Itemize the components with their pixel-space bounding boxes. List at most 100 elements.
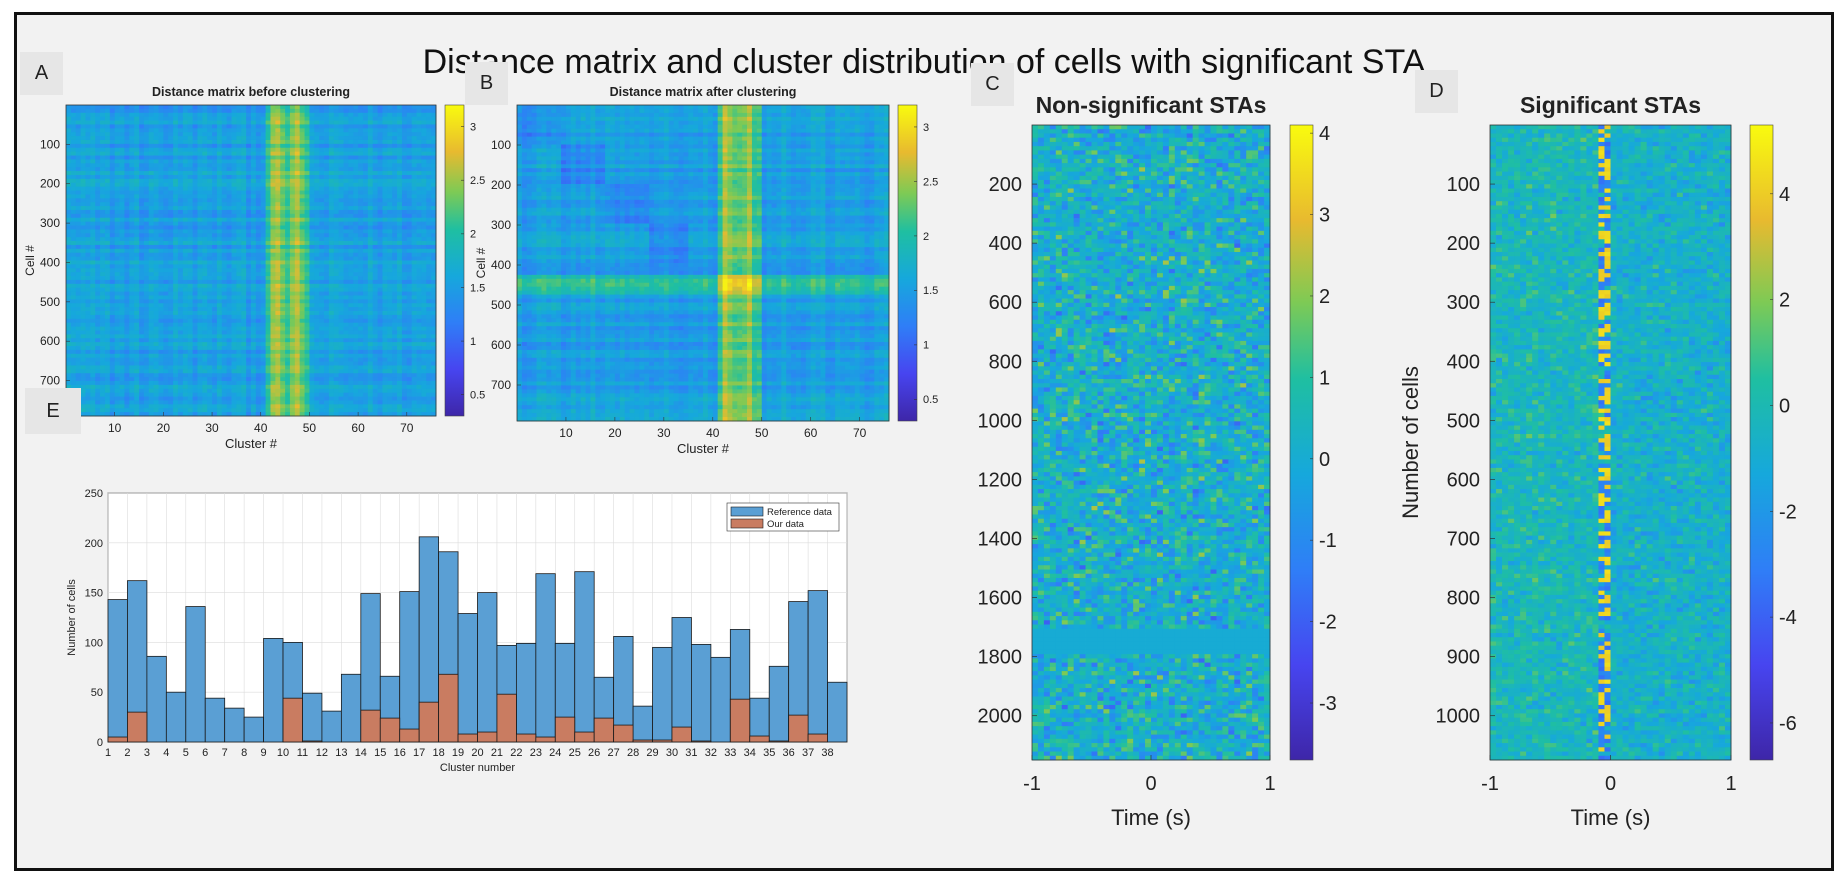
panel-e-bar-reference (807, 590, 828, 743)
panel-c-cells (1032, 125, 1271, 761)
panel-a-ytick: 100 (40, 137, 60, 151)
panel-e-bar-ours (282, 697, 303, 743)
panel-e-bar-reference (399, 591, 420, 743)
panel-c-ytick: 1200 (978, 469, 1023, 491)
panel-e-xtick: 29 (646, 747, 658, 759)
panel-a-ytick: 300 (40, 216, 60, 230)
panel-b-ytick: 400 (491, 258, 511, 272)
panel-label-c: C (971, 63, 1014, 106)
panel-a-colorbar-tick: 3 (470, 121, 476, 133)
panel-a-ylabel: Cell # (23, 245, 37, 276)
panel-b-colorbar-tick: 2 (923, 231, 929, 243)
panel-e-bar-ours (632, 739, 653, 743)
panel-e-bar-ours (788, 714, 809, 743)
panel-e-xtick: 9 (261, 747, 267, 759)
panel-b-colorbar-tick: 0.5 (923, 394, 938, 406)
panel-e-xtick: 16 (394, 747, 406, 759)
panel-d-ytick: 900 (1447, 647, 1480, 669)
panel-e-bar-reference (477, 592, 498, 743)
panel-a-colorbar (444, 104, 465, 417)
panel-d-cells (1490, 125, 1732, 761)
panel-c-ytick: 1400 (978, 528, 1023, 550)
panel-b-colorbar (897, 104, 918, 422)
panel-b-ytick: 700 (491, 378, 511, 392)
panel-d-colorbar-tick: 0 (1779, 395, 1790, 417)
panel-d-xlabel: Time (s) (1571, 805, 1651, 830)
panel-e-bar-ours (535, 736, 556, 743)
panel-e-xtick: 37 (802, 747, 814, 759)
panel-e-xtick: 28 (627, 747, 639, 759)
panel-d-ytick: 1000 (1436, 706, 1481, 728)
panel-e-bar-reference (652, 646, 673, 743)
panel-c-colorbar-tick: 4 (1319, 123, 1330, 145)
panel-e-ytick: 100 (85, 637, 103, 649)
panel-e-bar-ours (807, 733, 828, 743)
panel-a-xlabel: Cluster # (225, 436, 278, 451)
panel-e-bar-ours (574, 731, 595, 743)
panel-e-xtick: 14 (355, 747, 367, 759)
panel-e-bar-ours (399, 728, 420, 743)
panel-b-ylabel: Cell # (474, 247, 488, 278)
panel-e-bar-ours (302, 740, 323, 743)
panel-a-xtick: 20 (157, 421, 171, 435)
panel-e-legend-swatch-reference (730, 506, 764, 517)
panel-b-xtick: 20 (608, 426, 622, 440)
panel-e-xtick: 36 (783, 747, 795, 759)
panel-c-xtick: 1 (1264, 773, 1275, 795)
panel-b-xtick: 70 (853, 426, 867, 440)
panel-b-colorbar-tick: 1.5 (923, 285, 938, 297)
panel-e-bar-reference (710, 656, 731, 743)
panel-b-xtick: 50 (755, 426, 769, 440)
panel-a-ytick: 500 (40, 295, 60, 309)
panel-c-xlabel: Time (s) (1111, 805, 1191, 830)
panel-c-ytick: 600 (989, 292, 1022, 314)
panel-e-bar-ours (457, 733, 478, 743)
panel-e-xtick: 11 (297, 747, 308, 759)
panel-d-ytick: 300 (1447, 292, 1480, 314)
panel-d-title: Significant STAs (1520, 92, 1701, 118)
panel-e-xtick: 30 (666, 747, 678, 759)
panel-c-ytick: 400 (989, 233, 1022, 255)
panel-e-xtick: 2 (124, 747, 130, 759)
panel-e-xtick: 8 (241, 747, 247, 759)
panel-a-colorbar-tick: 2.5 (470, 175, 485, 187)
panel-c-colorbar (1289, 124, 1314, 761)
panel-e-bar-ours (652, 739, 673, 743)
panel-b-cells (517, 105, 890, 422)
panel-e-xtick: 23 (530, 747, 542, 759)
panel-b-title: Distance matrix after clustering (610, 85, 797, 99)
panel-a-xtick: 70 (400, 421, 414, 435)
panel-b-ytick: 200 (491, 178, 511, 192)
panel-e-xtick: 32 (705, 747, 717, 759)
panel-label-b: B (465, 62, 508, 105)
panel-e-bar-reference (204, 697, 226, 743)
panel-e-bar-ours (515, 733, 537, 743)
panel-e-xtick: 25 (569, 747, 581, 759)
panel-b-xtick: 60 (804, 426, 818, 440)
panel-e-bar-reference (146, 655, 167, 743)
panel-e-bar-reference (749, 697, 770, 743)
panel-a-colorbar-tick: 1 (470, 336, 476, 348)
panel-a-axes-box (65, 104, 437, 417)
panel-e-bar-ours (613, 724, 634, 743)
panel-b-xlabel: Cluster # (677, 441, 730, 456)
panel-e-legend-swatch-ours (730, 518, 764, 529)
panel-e-bar-reference (321, 710, 342, 743)
panel-a-ytick: 200 (40, 177, 60, 191)
panel-e-xtick: 34 (744, 747, 756, 759)
panel-e-xtick: 24 (549, 747, 561, 759)
panel-e-bar-reference (263, 638, 284, 743)
panel-a-colorbar-tick: 0.5 (470, 390, 485, 402)
panel-e-bar-reference (340, 673, 362, 743)
panel-e-bar-ours (360, 709, 381, 743)
panel-e-bar-ours (749, 735, 770, 743)
panel-d-colorbar-tick: -2 (1779, 501, 1797, 523)
panel-e-bar-reference (457, 613, 478, 743)
panel-b-axes-box (516, 104, 890, 422)
panel-a-xtick: 50 (303, 421, 317, 435)
panel-a-colorbar-tick: 1.5 (470, 282, 485, 294)
panel-e-xtick: 19 (452, 747, 464, 759)
panel-e-ytick: 200 (85, 538, 103, 550)
panel-d-ytick: 200 (1447, 233, 1480, 255)
